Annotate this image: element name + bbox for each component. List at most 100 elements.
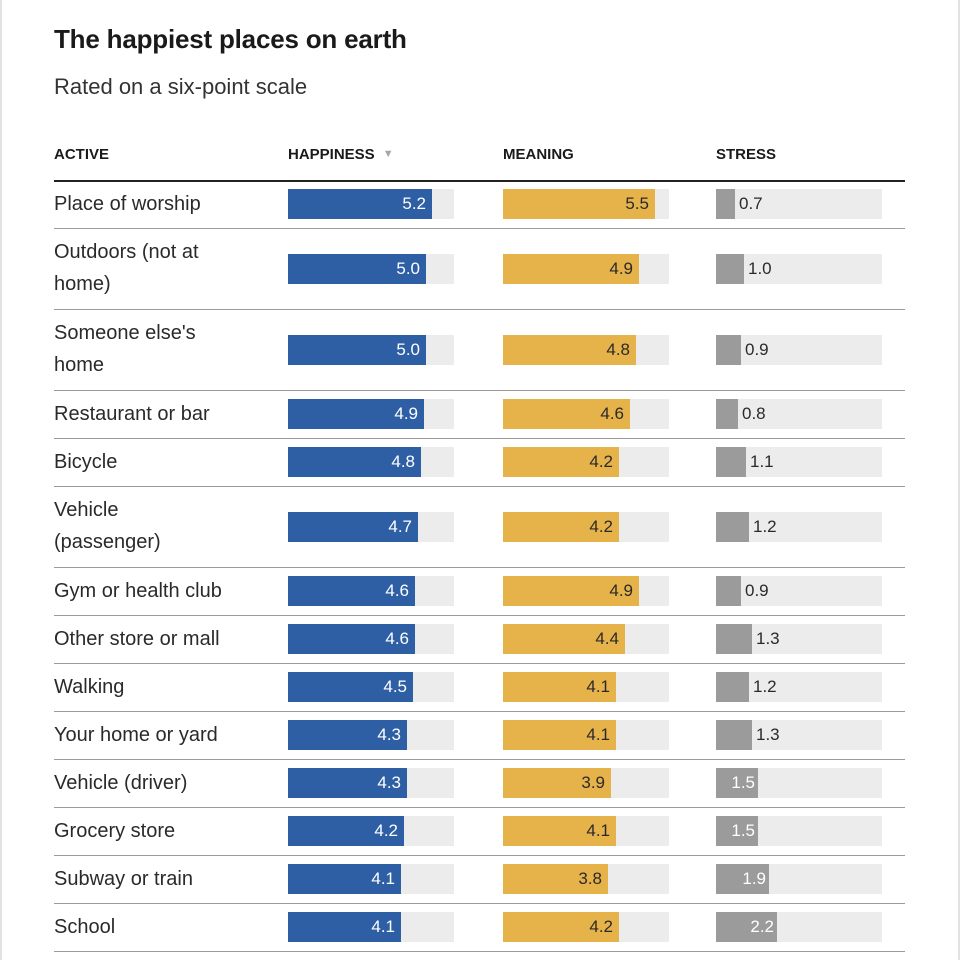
row-label: Restaurant or bar (54, 403, 210, 425)
meaning-value-label: 4.1 (586, 821, 610, 840)
happiness-bar (288, 512, 418, 542)
stress-bar-track: 1.9 (716, 864, 882, 894)
row-label: Subway or train (54, 868, 193, 890)
stress-bar (716, 512, 749, 542)
happiness-value-label: 4.2 (374, 821, 398, 840)
row-label: Bicycle (54, 451, 118, 473)
stress-bar-track: 0.8 (716, 399, 882, 429)
happiness-bar (288, 768, 407, 798)
meaning-value-label: 5.5 (625, 194, 649, 213)
meaning-bar (503, 816, 616, 846)
stress-bar (716, 189, 735, 219)
meaning-bar (503, 624, 625, 654)
happiness-value-label: 4.7 (388, 517, 412, 536)
happiness-value-label: 5.2 (402, 194, 426, 213)
table-row: School 4.1 4.2 2.2 (54, 904, 905, 952)
meaning-value-label: 4.2 (589, 452, 613, 471)
table-row: Vehicle (passenger) 4.7 4.2 1.2 (54, 487, 905, 568)
table-row: Subway or train 4.1 3.8 1.9 (54, 856, 905, 904)
stress-value-label: 0.8 (742, 404, 766, 423)
stress-bar (716, 624, 752, 654)
stress-value-label: 1.5 (731, 773, 755, 792)
happiness-bar-track: 5.0 (288, 335, 454, 365)
happiness-value-label: 4.3 (377, 725, 401, 744)
happiness-bar (288, 672, 413, 702)
meaning-bar-track: 4.1 (503, 816, 669, 846)
stress-bar (716, 447, 746, 477)
stress-bar (716, 335, 741, 365)
stress-value-label: 0.9 (745, 581, 769, 600)
meaning-bar-track: 4.2 (503, 912, 669, 942)
happiness-value-label: 4.3 (377, 773, 401, 792)
stress-bar-track: 0.9 (716, 335, 882, 365)
chart-title: The happiest places on earth (54, 24, 407, 54)
stress-bar-track: 1.5 (716, 768, 882, 798)
happiness-bar (288, 335, 426, 365)
table-row: Walking 4.5 4.1 1.2 (54, 664, 905, 712)
stress-bar-track: 1.0 (716, 254, 882, 284)
row-label: Other store or mall (54, 628, 220, 650)
meaning-bar-track: 4.1 (503, 672, 669, 702)
meaning-bar-track: 5.5 (503, 189, 669, 219)
happiness-bar (288, 816, 404, 846)
meaning-bar-track: 4.8 (503, 335, 669, 365)
row-label: Outdoors (not at home) (54, 241, 199, 295)
table-row: Vehicle (driver) 4.3 3.9 1.5 (54, 760, 905, 808)
happiness-bar-track: 4.6 (288, 576, 454, 606)
happiness-bar-track: 5.2 (288, 189, 454, 219)
column-header-happiness[interactable]: HAPPINESS ▼ (288, 146, 394, 163)
stress-bar (716, 768, 758, 798)
stress-value-label: 0.7 (739, 194, 763, 213)
table-row: Someone else's home 5.0 4.8 0.9 (54, 310, 905, 391)
table-row: Outdoors (not at home) 5.0 4.9 1.0 (54, 229, 905, 310)
happiness-value-label: 4.6 (385, 629, 409, 648)
table-row: Place of worship 5.2 5.5 0.7 (54, 181, 905, 229)
meaning-value-label: 4.1 (586, 677, 610, 696)
meaning-value-label: 3.8 (578, 869, 602, 888)
happiness-bar-track: 4.2 (288, 816, 454, 846)
stress-bar-track: 1.1 (716, 447, 882, 477)
stress-bar-track: 0.9 (716, 576, 882, 606)
stress-bar-track: 1.3 (716, 624, 882, 654)
row-label: Gym or health club (54, 580, 222, 602)
stress-bar-track: 1.3 (716, 720, 882, 750)
row-label: Grocery store (54, 820, 176, 842)
meaning-bar (503, 335, 636, 365)
meaning-value-label: 4.2 (589, 917, 613, 936)
table-row: Restaurant or bar 4.9 4.6 0.8 (54, 391, 905, 439)
stress-bar (716, 816, 758, 846)
row-label: Walking (54, 676, 125, 698)
meaning-bar-track: 4.1 (503, 720, 669, 750)
table-row: Grocery store 4.2 4.1 1.5 (54, 808, 905, 856)
stress-value-label: 1.3 (756, 629, 780, 648)
happiness-bar (288, 624, 415, 654)
meaning-value-label: 4.9 (609, 259, 633, 278)
stress-bar-track: 1.5 (716, 816, 882, 846)
meaning-bar-track: 4.9 (503, 576, 669, 606)
stress-value-label: 1.1 (750, 452, 774, 471)
stress-value-label: 1.0 (748, 259, 772, 278)
meaning-value-label: 4.2 (589, 517, 613, 536)
happiness-bar (288, 864, 401, 894)
happiness-value-label: 4.6 (385, 581, 409, 600)
happiness-bar-track: 4.1 (288, 912, 454, 942)
meaning-bar (503, 864, 608, 894)
happiness-bar (288, 189, 432, 219)
meaning-bar (503, 189, 655, 219)
stress-bar (716, 399, 738, 429)
table-header: ACTIVE HAPPINESS ▼ MEANING STRESS (54, 146, 905, 182)
happiness-bar (288, 720, 407, 750)
meaning-bar (503, 720, 616, 750)
meaning-value-label: 4.9 (609, 581, 633, 600)
column-header-meaning[interactable]: MEANING (503, 146, 574, 163)
row-label: Your home or yard (54, 724, 218, 746)
row-label: Vehicle (passenger) (54, 499, 161, 553)
happiness-bar (288, 254, 426, 284)
happiness-bar (288, 447, 421, 477)
table-row: Gym or health club 4.6 4.9 0.9 (54, 568, 905, 616)
meaning-bar (503, 254, 639, 284)
column-header-active[interactable]: ACTIVE (54, 146, 110, 163)
column-header-stress[interactable]: STRESS (716, 146, 777, 163)
meaning-bar-track: 3.8 (503, 864, 669, 894)
stress-bar-track: 0.7 (716, 189, 882, 219)
